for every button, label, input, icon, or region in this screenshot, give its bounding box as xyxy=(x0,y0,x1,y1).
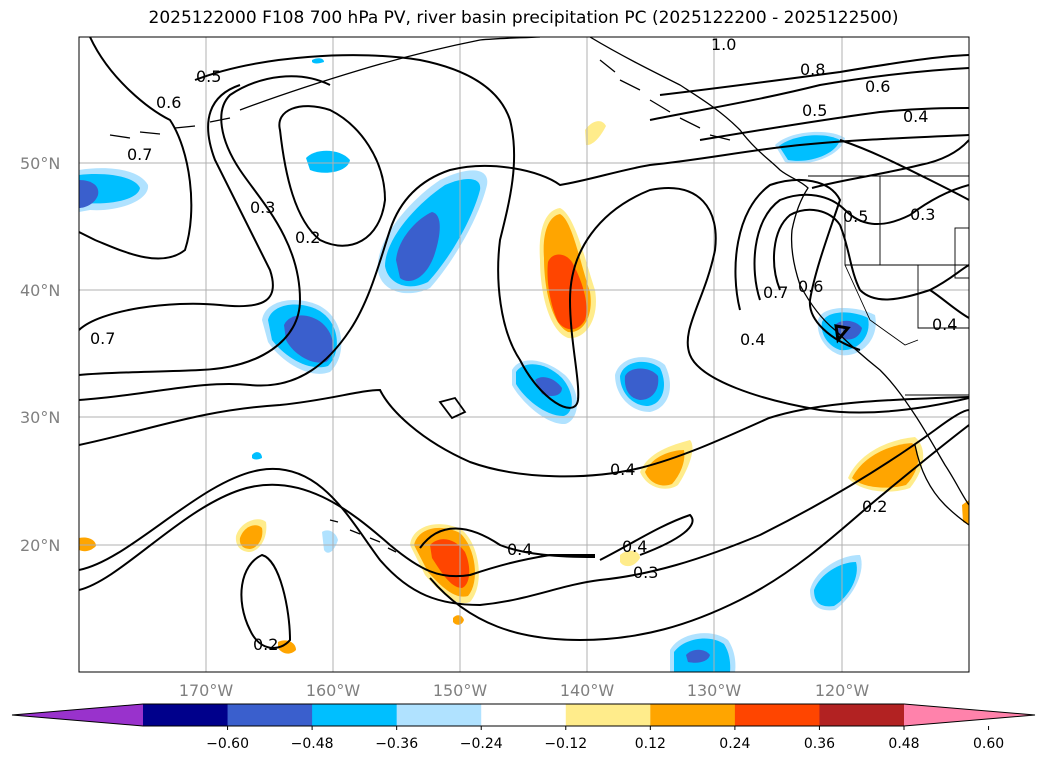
contour-label-0.7: 0.7 xyxy=(763,283,788,302)
colorbar-tick-label: 0.24 xyxy=(719,736,750,752)
latitude-labels: 50°N 40°N 30°N 20°N xyxy=(20,154,60,555)
colorbar-outline xyxy=(11,703,1036,727)
positive-precip-patch xyxy=(79,537,96,552)
colorbar-segment xyxy=(481,704,567,726)
colorbar-segment xyxy=(312,704,398,726)
colorbar-segment xyxy=(819,704,905,726)
lon-label: 140°W xyxy=(560,681,615,700)
colorbar-segment xyxy=(143,704,229,726)
colorbar-tick-label: −0.36 xyxy=(375,736,418,752)
lat-label: 40°N xyxy=(20,281,60,300)
colorbar: −0.60 −0.48 −0.36 −0.24 −0.12 0.12 0.24 0.36 0.4… xyxy=(11,703,1036,752)
contour-label-0.6: 0.6 xyxy=(798,277,823,296)
precip-fill-layer xyxy=(79,58,969,672)
contour-label-0.4: 0.4 xyxy=(507,540,532,559)
negative-precip-patch xyxy=(306,150,350,173)
colorbar-tick-label: −0.24 xyxy=(460,736,503,752)
lon-label: 160°W xyxy=(306,681,361,700)
colorbar-segment xyxy=(227,704,313,726)
contour-label-0.3: 0.3 xyxy=(250,198,275,217)
negative-precip-patch xyxy=(396,212,440,282)
positive-precip-patch xyxy=(239,525,263,549)
contour-label-0.6: 0.6 xyxy=(865,77,890,96)
lat-label: 30°N xyxy=(20,408,60,427)
contour-label-0.5: 0.5 xyxy=(843,207,868,226)
colorbar-segment xyxy=(734,704,820,726)
colorbar-segment xyxy=(565,704,651,726)
contour-label-0.4: 0.4 xyxy=(932,315,957,334)
map-title: 2025122000 F108 700 hPa PV, river basin … xyxy=(148,8,899,28)
contour-label-0.7: 0.7 xyxy=(90,329,115,348)
negative-precip-patch xyxy=(322,530,338,553)
contour-label-1.0: 1.0 xyxy=(711,35,736,54)
negative-precip-patch xyxy=(779,135,840,161)
pv-contours xyxy=(79,37,969,649)
contour-label-0.7: 0.7 xyxy=(127,145,152,164)
map-gridlines xyxy=(79,37,969,672)
positive-precip-patch xyxy=(278,640,296,654)
contour-label-0.2: 0.2 xyxy=(253,635,278,654)
negative-precip-patch xyxy=(284,315,334,363)
contour-label-0.4: 0.4 xyxy=(740,330,765,349)
contour-label-0.3: 0.3 xyxy=(910,205,935,224)
negative-precip-patch xyxy=(79,180,99,208)
positive-precip-patch xyxy=(453,615,464,625)
lat-label: 20°N xyxy=(20,536,60,555)
contour-label-layer: 1.0 0.8 0.6 0.5 0.4 0.5 0.6 0.7 0.3 0.2 … xyxy=(90,35,957,654)
contour-label-0.4: 0.4 xyxy=(622,537,647,556)
colorbar-tick-label: −0.12 xyxy=(544,736,587,752)
positive-precip-patch xyxy=(620,550,640,567)
negative-precip-patch xyxy=(624,368,659,400)
positive-precip-patch xyxy=(645,450,685,486)
colorbar-extend-min xyxy=(12,704,143,726)
positive-precip-patch xyxy=(547,254,587,330)
map-plot-area: 1.0 0.8 0.6 0.5 0.4 0.5 0.6 0.7 0.3 0.2 … xyxy=(79,35,969,672)
contour-label-0.5: 0.5 xyxy=(196,67,221,86)
contour-label-0.5: 0.5 xyxy=(802,101,827,120)
colorbar-segment xyxy=(650,704,736,726)
political-borders xyxy=(808,175,969,396)
lon-label: 130°W xyxy=(687,681,742,700)
lon-label: 150°W xyxy=(433,681,488,700)
colorbar-tick-label: 0.36 xyxy=(804,736,835,752)
contour-label-0.4: 0.4 xyxy=(903,107,928,126)
colorbar-tick-label: 0.48 xyxy=(888,736,919,752)
positive-precip-patch xyxy=(962,500,969,525)
colorbar-tick-label: −0.60 xyxy=(206,736,249,752)
contour-label-0.2: 0.2 xyxy=(862,497,887,516)
negative-precip-patch xyxy=(814,562,857,607)
longitude-labels: 170°W 160°W 150°W 140°W 130°W 120°W xyxy=(179,681,870,700)
lat-label: 50°N xyxy=(20,154,60,173)
negative-precip-patch xyxy=(252,452,262,460)
contour-closed-feature xyxy=(834,324,851,344)
colorbar-tick-label: 0.60 xyxy=(973,736,1004,752)
map-frame xyxy=(78,36,970,673)
contour-label-0.2: 0.2 xyxy=(295,228,320,247)
colorbar-tick-label: 0.12 xyxy=(635,736,666,752)
negative-precip-patch xyxy=(312,58,324,64)
contour-label-0.3: 0.3 xyxy=(633,563,658,582)
contour-label-0.8: 0.8 xyxy=(800,60,825,79)
positive-precip-patch xyxy=(585,121,606,146)
lon-label: 120°W xyxy=(815,681,870,700)
contour-label-0.6: 0.6 xyxy=(156,93,181,112)
contour-label-0.4: 0.4 xyxy=(610,460,635,479)
colorbar-extend-max xyxy=(904,704,1035,726)
colorbar-tick-label: −0.48 xyxy=(291,736,334,752)
colorbar-segment xyxy=(396,704,482,726)
lon-label: 170°W xyxy=(179,681,234,700)
negative-precip-patch xyxy=(686,649,710,663)
